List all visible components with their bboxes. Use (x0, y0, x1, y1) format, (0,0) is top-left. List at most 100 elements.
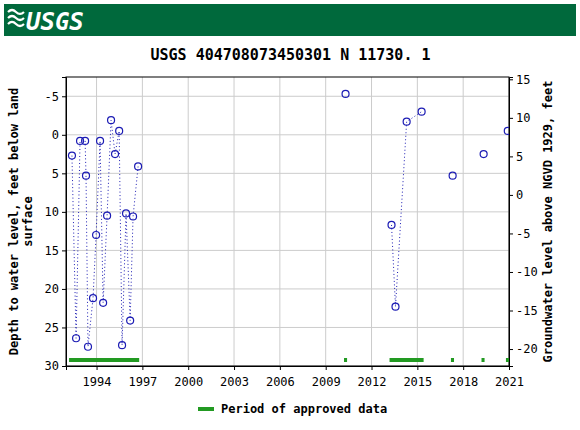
data-point (388, 221, 395, 228)
grid-line-x (325, 77, 326, 366)
x-axis-tick: 2006 (266, 366, 295, 389)
x-axis-tick-label: 2012 (358, 375, 387, 389)
y2-axis-tick-mark (509, 79, 513, 80)
grid-line-x (279, 77, 280, 366)
data-point (127, 317, 134, 324)
legend-swatch (198, 407, 214, 411)
y2-axis-tick-label: -10 (516, 265, 538, 279)
data-point (83, 172, 90, 179)
data-point (119, 342, 126, 349)
x-axis-tick: 2015 (403, 366, 432, 389)
grid-line-x (463, 77, 464, 366)
data-point (123, 210, 130, 217)
data-point (116, 127, 123, 134)
grid-line-y (66, 134, 509, 135)
x-axis-tick-mark (97, 366, 98, 370)
y-axis-tick-mark (62, 250, 66, 251)
x-axis-tick-mark (142, 366, 143, 370)
y-axis-tick: 10 (45, 205, 66, 219)
x-axis-tick: 2000 (174, 366, 203, 389)
y-axis-tick-label: 30 (45, 359, 59, 373)
title: USGS 404708073450301 N 11730. 1 (151, 46, 431, 64)
y2-axis-tick-mark (509, 195, 513, 196)
series-line (72, 94, 508, 347)
y2-axis-tick: -5 (509, 227, 530, 241)
y-axis-tick: 5 (52, 167, 66, 181)
data-point (418, 108, 425, 115)
data-point (480, 151, 487, 158)
x-axis-tick: 2018 (449, 366, 478, 389)
y-axis-tick-label: 15 (45, 244, 59, 258)
plot-area (68, 90, 509, 362)
y2-axis-tick-label: -20 (516, 342, 538, 356)
y-axis-title-line: surface (21, 196, 35, 247)
y2-axis-tick: -15 (509, 304, 538, 318)
y-axis-tick: 30 (45, 359, 66, 373)
grid-line-x (96, 77, 97, 366)
header-banner (4, 4, 576, 36)
y2-axis-tick: 10 (509, 111, 530, 125)
logo: USGS (8, 8, 84, 36)
data-point (73, 335, 80, 342)
y-axis-tick-label: 20 (45, 282, 59, 296)
data-point (112, 151, 119, 158)
grid-line-y (66, 211, 509, 212)
plot-frame (66, 77, 509, 366)
y2-axis-tick-mark (509, 233, 513, 234)
approved-period (506, 358, 509, 362)
approved-period (69, 358, 139, 362)
data-point (100, 299, 107, 306)
approved-period (344, 358, 347, 362)
y-axis-tick-mark (62, 366, 66, 367)
x-axis-tick-label: 1997 (128, 375, 157, 389)
data-point (82, 137, 89, 144)
y-axis-tick-mark (62, 96, 66, 97)
x-axis-tick-label: 2000 (174, 375, 203, 389)
y2-axis-tick-mark (509, 311, 513, 312)
grid-line-x (234, 77, 235, 366)
y-axis-tick: 20 (45, 282, 66, 296)
y-axis-tick-label: 25 (45, 321, 59, 335)
legend-label: Period of approved data (221, 402, 387, 416)
y2-axis-tick-label: -15 (516, 304, 538, 318)
x-axis-tick-label: 2003 (220, 375, 249, 389)
grid-line-x (142, 77, 143, 366)
y2-axis-tick: 5 (509, 150, 523, 164)
y2-axis-tick-label: 15 (516, 73, 530, 87)
data-point (108, 117, 115, 124)
y2-axis-tick-mark (509, 349, 513, 350)
approved-period (451, 358, 454, 362)
logo-wave (8, 22, 24, 26)
y2-axis-tick: -20 (509, 342, 538, 356)
data-point (342, 90, 349, 97)
grid-line-y (66, 96, 509, 97)
data-point (93, 231, 100, 238)
y2-axis: 15 10 5 0 -5 -10 -15 -20 (509, 73, 538, 367)
data-point (130, 213, 137, 220)
y-axis-tick: -5 (45, 90, 66, 104)
x-axis-tick-label: 1994 (83, 375, 112, 389)
data-point (97, 137, 104, 144)
grid (66, 77, 509, 366)
y2-axis-tick-mark (509, 272, 513, 273)
data-point (135, 163, 142, 170)
y2-axis-tick-label: 0 (516, 188, 523, 202)
grid-line-y (66, 327, 509, 328)
data-point (449, 172, 456, 179)
x-axis-tick-mark (188, 366, 189, 370)
x-axis-tick-mark (326, 366, 327, 370)
grid-line-x (371, 77, 372, 366)
y-axis-tick-mark (62, 212, 66, 213)
x-axis-tick-label: 2021 (495, 375, 524, 389)
x-axis-tick-mark (372, 366, 373, 370)
y-axis-tick-mark (62, 173, 66, 174)
logo-wave (8, 10, 24, 14)
data-point (403, 118, 410, 125)
x-axis-tick-label: 2015 (403, 375, 432, 389)
grid-line-y (66, 288, 509, 289)
x-axis-tick-mark (417, 366, 418, 370)
y2-axis-tick: 0 (509, 188, 523, 202)
y-axis-tick: 25 (45, 321, 66, 335)
y-axis-tick-mark (62, 135, 66, 136)
x-axis-tick-mark (280, 366, 281, 370)
